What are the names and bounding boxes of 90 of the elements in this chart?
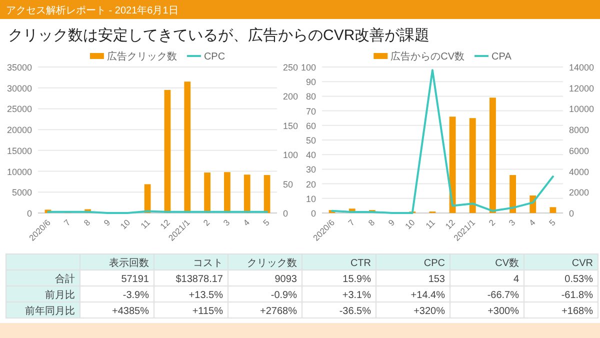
x-tick-label: 5 [261,217,272,228]
legend-label: 広告からのCV数 [390,50,465,62]
y-tick-label: 0 [310,208,316,218]
y-tick-label: 35000 [6,62,32,72]
text: +3.1% [342,290,371,301]
y2-tick-label: 4000 [569,166,590,177]
x-tick-label: 9 [386,217,397,228]
category-label: CTR [350,258,371,269]
y2-tick-label: 14000 [569,62,594,72]
text: 0.53% [564,274,593,285]
y2-tick-label: 50 [283,179,294,190]
y-tick-label: 5000 [12,188,32,198]
text: アクセス解析レポート - 2021年6月1日 [6,4,178,16]
y2-tick-label: 6000 [569,146,590,156]
y-tick-label: 25000 [6,104,32,114]
text: +2768% [260,306,297,317]
text: $13878.17 [176,274,223,285]
x-tick-label: 5 [546,217,558,228]
text: +320% [414,306,445,317]
category-label: 合計 [55,274,75,285]
x-tick-label: 10 [403,217,417,232]
y-tick-label: 70 [306,106,316,116]
y-tick-label: 100 [300,62,316,72]
y-tick-label: 90 [306,77,316,88]
category-label: CPC [424,258,445,269]
y-tick-label: 80 [306,92,316,102]
y2-tick-label: 0 [283,208,288,218]
legend-label: CPC [204,52,226,62]
y-tick-label: 10000 [6,166,32,177]
text: +168% [562,306,593,317]
text: +115% [192,306,223,317]
y-tick-label: 40 [306,150,316,160]
category-label: CVR [572,258,593,269]
y-tick-label: 0 [26,208,32,218]
category-label: 前月比 [45,290,75,301]
x-tick-label: 7 [62,217,72,228]
y-tick-label: 30 [306,164,316,175]
y-tick-label: 20 [306,179,316,190]
y-tick-label: 20000 [6,125,32,136]
y-tick-label: 50 [306,136,316,146]
text: 57191 [121,274,149,285]
x-tick-label: 7 [346,217,357,228]
y2-tick-label: 150 [283,120,298,131]
x-tick-label: 12 [158,217,172,232]
x-tick-label: 2 [486,217,498,228]
y2-tick-label: 250 [283,62,298,72]
text: -61.8% [561,290,593,301]
text: 153 [428,274,445,285]
y2-tick-label: 8000 [569,125,590,136]
x-tick-label: 4 [241,217,252,228]
text: +13.5% [188,290,223,301]
category-label: 表示回数 [109,257,149,269]
y-tick-label: 60 [306,120,316,131]
text: +14.4% [410,290,445,301]
y2-tick-label: 12000 [569,83,594,94]
text: -66.7% [487,290,519,301]
text: -3.9% [122,290,149,301]
text: 15.9% [342,274,371,285]
x-tick-label: 11 [424,217,438,231]
y2-tick-label: 200 [283,92,298,102]
category-label: CV数 [495,258,519,269]
y-tick-label: 30000 [6,83,32,94]
x-tick-label: 10 [118,217,132,232]
text: 9093 [274,274,297,285]
y-tick-label: 15000 [6,146,32,156]
x-tick-label: 8 [366,217,377,228]
x-tick-label: 3 [506,217,518,228]
text: -36.5% [339,306,371,317]
x-tick-label: 9 [102,217,112,228]
text: 4 [513,274,519,285]
y2-tick-label: 100 [283,150,298,160]
category-label: クリック数 [247,258,297,269]
x-tick-label: 8 [82,217,92,228]
x-tick-label: 12 [443,217,458,232]
category-label: コスト [193,258,223,269]
x-tick-label: 11 [138,217,152,231]
text: +300% [488,306,519,317]
x-tick-label: 3 [221,217,232,228]
text: -0.9% [270,290,297,301]
y-tick-label: 10 [306,194,316,204]
x-tick-label: 4 [526,217,538,228]
legend-label: CPA [492,52,512,62]
chart-title: クリック数は安定してきているが、広告からのCVR改善が課題 [8,27,430,44]
legend-label: 広告クリック数 [106,50,177,62]
x-tick-label: 2 [201,217,212,228]
category-label: 前年同月比 [25,306,75,317]
y2-tick-label: 10000 [569,104,594,114]
y2-tick-label: 2000 [569,188,590,198]
y2-tick-label: 0 [569,208,574,218]
text: +4385% [112,306,149,317]
